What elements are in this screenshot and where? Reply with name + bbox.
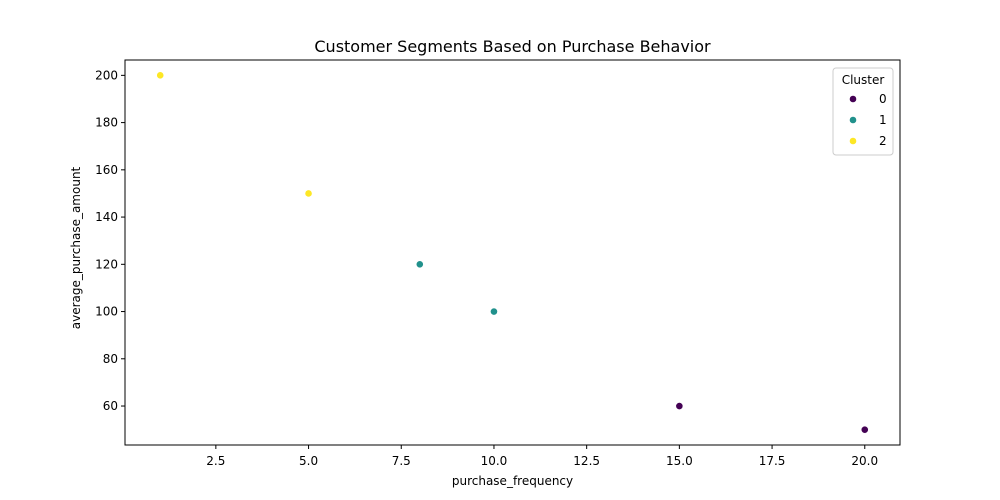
scatter-point-cluster-2	[304, 189, 313, 198]
legend-marker-cluster-2	[849, 137, 857, 145]
legend-marker-cluster-0	[849, 95, 857, 103]
x-tick-label: 20.0	[851, 454, 878, 468]
plot-frame	[124, 59, 901, 446]
x-axis-ticks: 2.5 5.0 7.5 10.0 12.5 15.0 17.5 20.0	[206, 445, 878, 468]
legend-label-cluster-1: 1	[879, 113, 887, 127]
x-tick-label: 2.5	[206, 454, 225, 468]
x-tick-label: 10.0	[481, 454, 508, 468]
x-tick-label: 5.0	[299, 454, 318, 468]
legend-entries: 0 1 2	[849, 92, 887, 148]
legend-marker-cluster-1	[849, 116, 857, 124]
y-axis-label: average_purchase_amount	[69, 166, 83, 329]
scatter-point-cluster-0	[860, 425, 869, 434]
scatter-point-cluster-1	[490, 307, 498, 316]
y-tick-label: 200	[95, 68, 118, 82]
legend-title: Cluster	[842, 73, 885, 87]
data-points	[156, 71, 869, 434]
legend: Cluster 0 1 2	[832, 67, 894, 156]
x-tick-label: 15.0	[666, 454, 693, 468]
y-tick-label: 140	[95, 210, 118, 224]
legend-label-cluster-2: 2	[879, 134, 887, 148]
y-tick-label: 180	[95, 116, 118, 130]
plot-area	[124, 59, 901, 446]
x-tick-label: 12.5	[573, 454, 600, 468]
x-tick-label: 7.5	[392, 454, 411, 468]
scatter-point-cluster-0	[675, 402, 684, 410]
y-tick-label: 100	[95, 305, 118, 319]
y-tick-label: 60	[103, 399, 118, 413]
chart-title: Customer Segments Based on Purchase Beha…	[314, 37, 711, 56]
legend-frame	[832, 67, 894, 156]
y-axis-ticks: 60 80 100 120 140 160 180 200	[95, 68, 125, 413]
x-axis-label: purchase_frequency	[452, 474, 573, 488]
legend-label-cluster-0: 0	[879, 92, 887, 106]
y-tick-label: 120	[95, 257, 118, 271]
scatter-point-cluster-2	[156, 71, 165, 80]
y-tick-label: 80	[103, 352, 118, 366]
x-tick-label: 17.5	[759, 454, 786, 468]
scatter-point-cluster-1	[415, 260, 424, 269]
y-tick-label: 160	[95, 163, 118, 177]
